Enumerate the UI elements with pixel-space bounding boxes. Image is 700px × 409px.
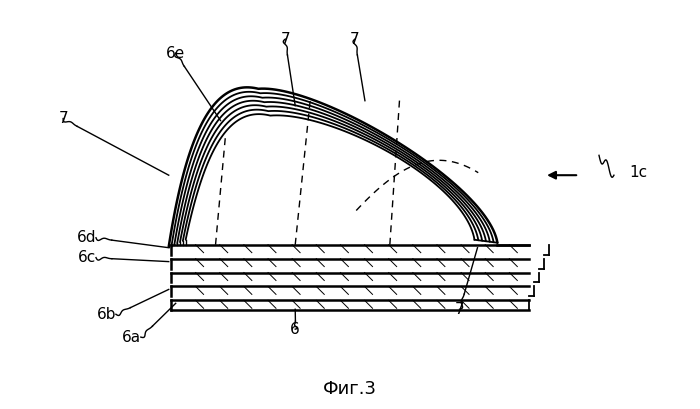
Text: 7: 7 <box>58 111 68 126</box>
Text: 6c: 6c <box>78 250 96 265</box>
Text: 7: 7 <box>281 31 290 47</box>
Text: 6b: 6b <box>97 307 116 322</box>
Text: 7: 7 <box>350 31 360 47</box>
Text: 1c: 1c <box>629 165 647 180</box>
Text: Фиг.3: Фиг.3 <box>323 380 377 398</box>
Text: 6d: 6d <box>76 230 96 245</box>
Text: 6a: 6a <box>122 330 141 345</box>
Text: 6: 6 <box>290 321 300 337</box>
Text: 7: 7 <box>455 302 464 317</box>
Text: 6e: 6e <box>166 45 186 61</box>
